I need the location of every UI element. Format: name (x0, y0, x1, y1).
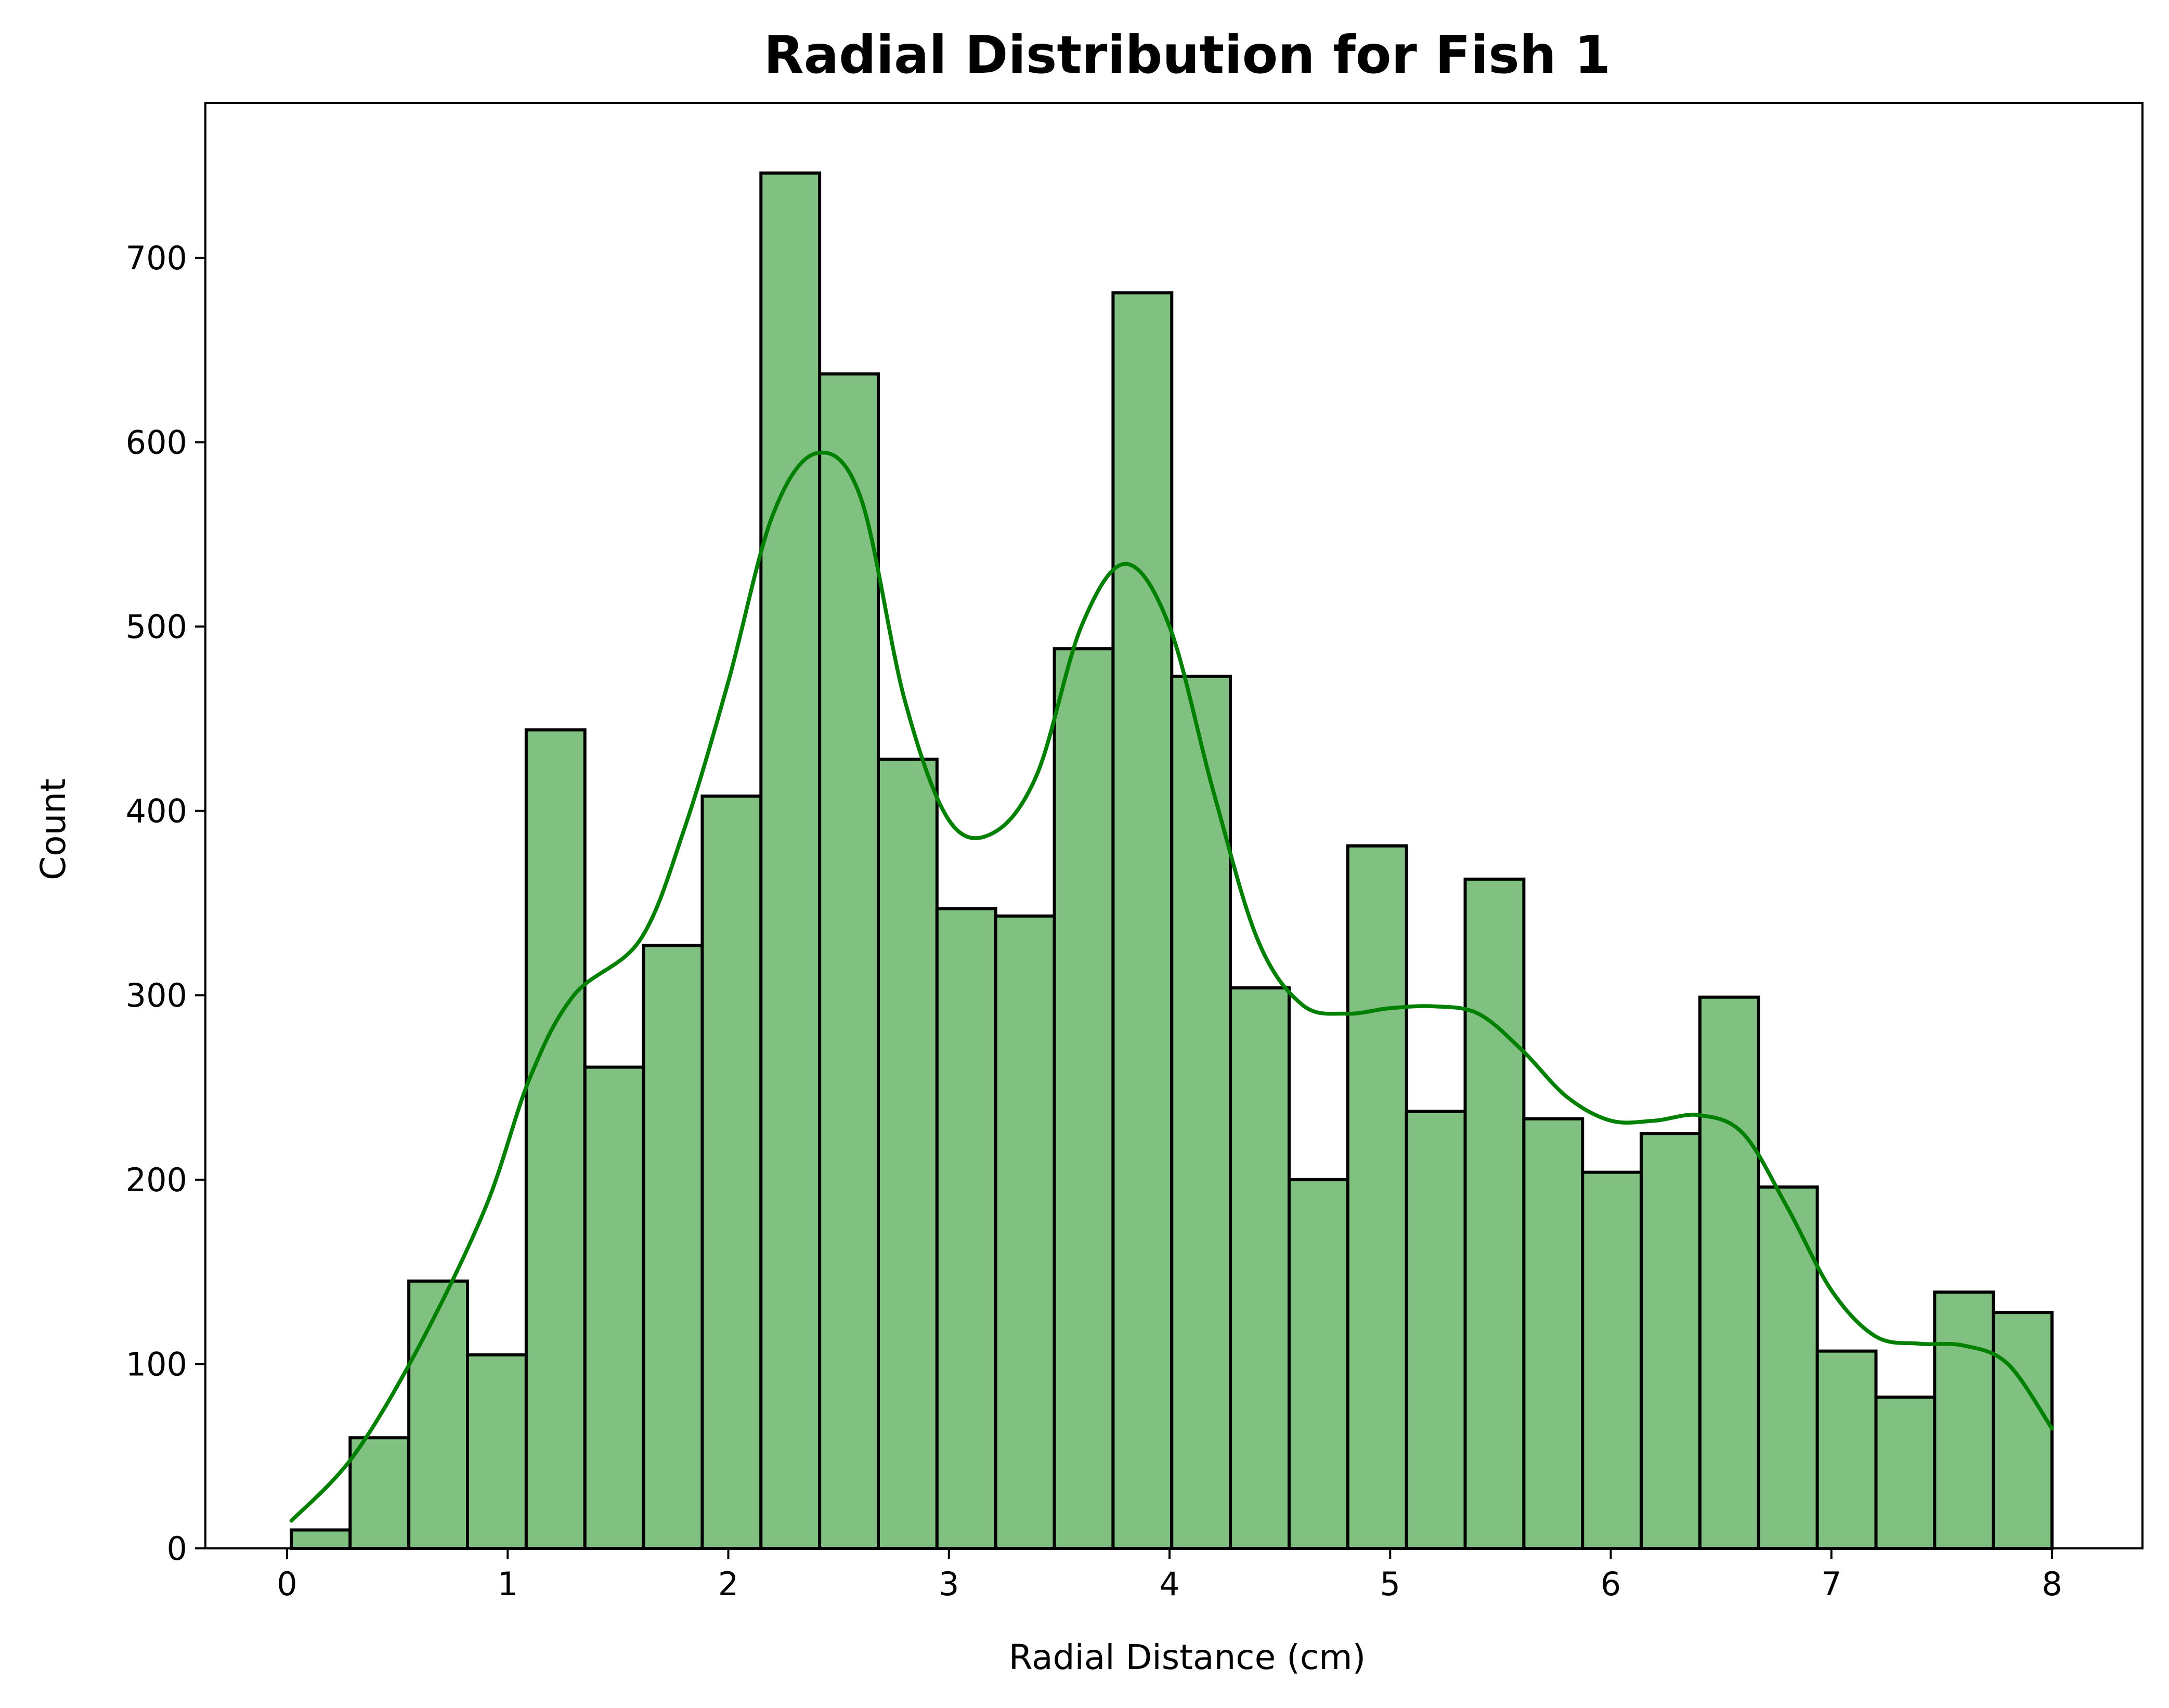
histogram-bar (1992, 1311, 2054, 1550)
chart-title: Radial Distribution for Fish 1 (764, 24, 1611, 85)
histogram-bar (642, 944, 704, 1550)
histogram-bar (1170, 674, 1232, 1550)
y-axis-label: Count (33, 778, 73, 880)
histogram-bar (1581, 1170, 1643, 1550)
histogram-bar (348, 1436, 411, 1550)
histogram-bar (1229, 986, 1291, 1550)
histogram-bar (700, 794, 763, 1550)
kde-curve (289, 450, 2054, 1523)
histogram-bar (1463, 877, 1526, 1550)
plot-frame (204, 102, 2144, 1549)
x-tick-label: 3 (939, 1565, 959, 1603)
histogram-bar (1346, 844, 1408, 1550)
histogram-bar (1111, 291, 1174, 1550)
y-tick-label: 500 (126, 608, 187, 646)
histogram-bar (876, 758, 939, 1550)
x-tick-label: 4 (1159, 1565, 1179, 1603)
histogram-bar (1698, 995, 1760, 1550)
histogram-bar (1640, 1132, 1702, 1550)
x-tick-label: 2 (718, 1565, 738, 1603)
histogram-bar (583, 1065, 645, 1550)
histogram-bar (1815, 1349, 1878, 1550)
histogram-bar (1287, 1178, 1349, 1550)
histogram-bar (1405, 1110, 1467, 1550)
x-tick-label: 6 (1601, 1565, 1621, 1603)
histogram-bar (759, 171, 822, 1550)
y-tick-label: 0 (167, 1530, 187, 1568)
histogram-bar (1757, 1185, 1819, 1550)
x-tick-label: 8 (2042, 1565, 2062, 1603)
histogram-bar (524, 728, 587, 1550)
histogram-bar (1933, 1290, 1995, 1550)
axes-layer: 0 1 2 3 4 5 6 7 8 0 100 200 300 400 500 600 700 (126, 102, 2144, 1603)
histogram-bar (1874, 1396, 1937, 1550)
y-tick-label: 200 (126, 1161, 187, 1199)
y-tick-label: 600 (126, 423, 187, 461)
y-tick-label: 300 (126, 976, 187, 1014)
y-tick-label: 100 (126, 1345, 187, 1383)
histogram-bar (935, 907, 997, 1550)
histogram-bar (290, 1528, 352, 1550)
x-tick-label: 0 (277, 1565, 297, 1603)
y-tick-label: 400 (126, 792, 187, 830)
histogram-bar (818, 372, 880, 1550)
y-tick-label: 700 (126, 239, 187, 277)
histogram-bar (466, 1353, 528, 1550)
histogram-bar (407, 1279, 470, 1550)
x-tick-label: 1 (498, 1565, 518, 1603)
kde-layer (289, 450, 2054, 1523)
x-axis-label: Radial Distance (cm) (1009, 1637, 1366, 1677)
x-tick-label: 5 (1380, 1565, 1400, 1603)
histogram-bar (1053, 647, 1115, 1550)
histogram-bar (994, 914, 1056, 1550)
histogram-bar (1522, 1117, 1584, 1550)
bars-layer (290, 171, 2054, 1550)
x-tick-label: 7 (1821, 1565, 1841, 1603)
